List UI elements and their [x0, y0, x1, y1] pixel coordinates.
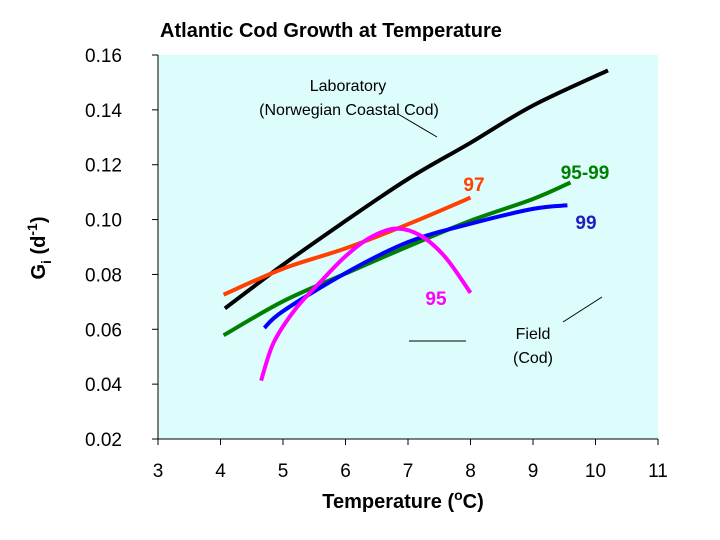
series-label-95: 95 [425, 289, 447, 310]
y-axis-title: Gi (d-1) [24, 216, 54, 279]
x-tick-label: 8 [465, 461, 476, 482]
y-tick-label: 0.12 [85, 156, 122, 177]
series-label-95-99: 95-99 [561, 163, 610, 184]
x-tick-label: 10 [585, 461, 606, 482]
series-line-3 [262, 203, 568, 330]
x-tick-label: 11 [648, 461, 668, 482]
series-line-4 [259, 226, 473, 382]
x-axis-title: Temperature (oC) [322, 487, 484, 513]
y-tick-label: 0.14 [85, 101, 122, 122]
x-tick-label: 3 [153, 461, 164, 482]
series-line-1 [222, 195, 472, 297]
y-tick-label: 0.16 [85, 46, 122, 67]
annotation-laboratory-line1: Laboratory [310, 78, 387, 95]
series-line-0 [223, 68, 609, 311]
series-label-99: 99 [575, 213, 596, 234]
annotation-field-leader [562, 296, 603, 323]
series-line-2 [222, 180, 572, 338]
x-tick-label: 7 [403, 461, 414, 482]
annotation-laboratory-leader [397, 113, 438, 138]
annotation-field-line2: (Cod) [513, 350, 553, 367]
annotation-laboratory-line2: (Norwegian Coastal Cod) [259, 102, 439, 119]
x-tick-label: 4 [215, 461, 226, 482]
y-tick-label: 0.10 [85, 211, 122, 232]
x-tick-label: 9 [528, 461, 539, 482]
annotation-field-line1: Field [516, 326, 551, 343]
y-tick-label: 0.08 [85, 265, 122, 286]
x-tick-label: 6 [340, 461, 351, 482]
y-tick-label: 0.06 [85, 320, 122, 341]
y-tick-label: 0.04 [85, 375, 122, 396]
x-tick-label: 5 [278, 461, 289, 482]
y-tick-label: 0.02 [85, 430, 122, 451]
chart-title: Atlantic Cod Growth at Temperature [160, 20, 502, 42]
series-label-97: 97 [463, 175, 484, 196]
